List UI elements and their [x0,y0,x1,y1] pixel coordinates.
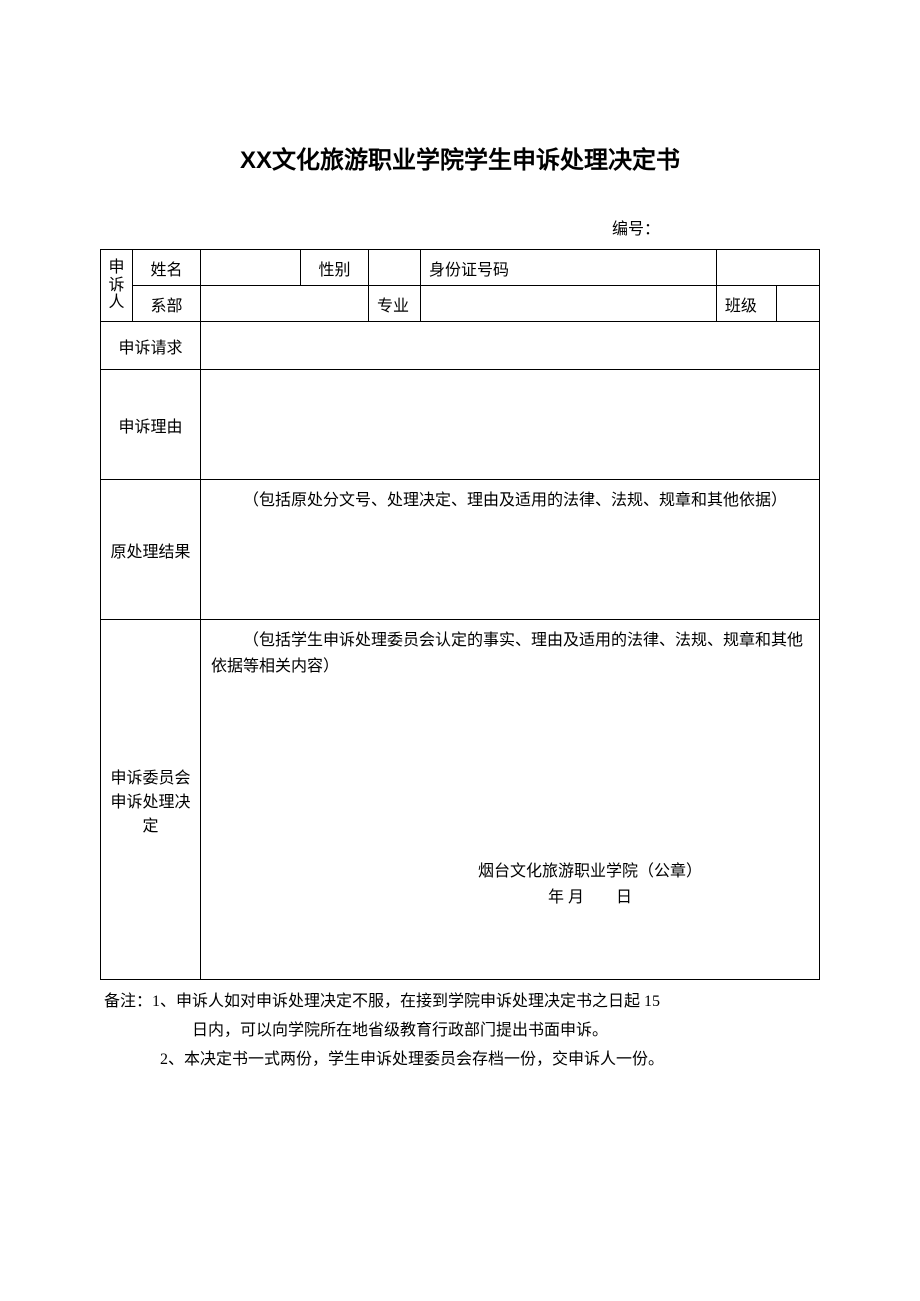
major-value [421,286,717,322]
dept-label: 系部 [133,286,201,322]
stamp-block: 烟台文化旅游职业学院（公章） 年 月 日 [211,859,809,910]
gender-label: 性别 [301,250,369,286]
name-value [201,250,301,286]
notes-prefix: 备注： [104,993,152,1010]
committee-decision-label: 申诉委员会申诉处理决定 [101,620,201,980]
complainant-header: 申 诉 人 [101,250,133,322]
appeal-request-value [201,322,820,370]
page-title: XX文化旅游职业学院学生申诉处理决定书 [100,140,820,175]
appeal-request-label: 申诉请求 [101,322,201,370]
original-result-label: 原处理结果 [101,480,201,620]
row-original-result: 原处理结果 （包括原处分文号、处理决定、理由及适用的法律、法规、规章和其他依据） [101,480,820,620]
committee-decision-content: （包括学生申诉处理委员会认定的事实、理由及适用的法律、法规、规章和其他依据等相关… [201,620,820,980]
row-appeal-reason: 申诉理由 [101,370,820,480]
id-value [716,250,819,286]
id-label: 身份证号码 [421,250,717,286]
appeal-reason-value [201,370,820,480]
appeal-reason-label: 申诉理由 [101,370,201,480]
row-personal-2: 系部 专业 班级 [101,286,820,322]
row-personal-1: 申 诉 人 姓名 性别 身份证号码 [101,250,820,286]
class-label: 班级 [716,286,776,322]
note-1a-text: 1、申诉人如对申诉处理决定不服，在接到学院申诉处理决定书之日起 15 [152,993,660,1010]
note-line-1b: 日内，可以向学院所在地省级教育行政部门提出书面申诉。 [104,1017,816,1046]
serial-label: 编号： [612,221,660,238]
gender-value [369,250,421,286]
name-label: 姓名 [133,250,201,286]
row-appeal-request: 申诉请求 [101,322,820,370]
appeal-form-table: 申 诉 人 姓名 性别 身份证号码 系部 专业 班级 申诉请求 申诉理由 原处理… [100,249,820,980]
notes-section: 备注：1、申诉人如对申诉处理决定不服，在接到学院申诉处理决定书之日起 15 日内… [100,988,820,1074]
stamp-org: 烟台文化旅游职业学院（公章） [371,859,809,885]
stamp-date: 年 月 日 [371,885,809,911]
major-label: 专业 [369,286,421,322]
note-line-1a: 备注：1、申诉人如对申诉处理决定不服，在接到学院申诉处理决定书之日起 15 [104,988,816,1017]
serial-number-row: 编号： [100,215,820,239]
row-committee-decision: 申诉委员会申诉处理决定 （包括学生申诉处理委员会认定的事实、理由及适用的法律、法… [101,620,820,980]
class-value [776,286,819,322]
note-line-2: 2、本决定书一式两份，学生申诉处理委员会存档一份，交申诉人一份。 [104,1046,816,1075]
dept-value [201,286,369,322]
committee-decision-hint: （包括学生申诉处理委员会认定的事实、理由及适用的法律、法规、规章和其他依据等相关… [211,628,809,679]
original-result-content: （包括原处分文号、处理决定、理由及适用的法律、法规、规章和其他依据） [201,480,820,620]
